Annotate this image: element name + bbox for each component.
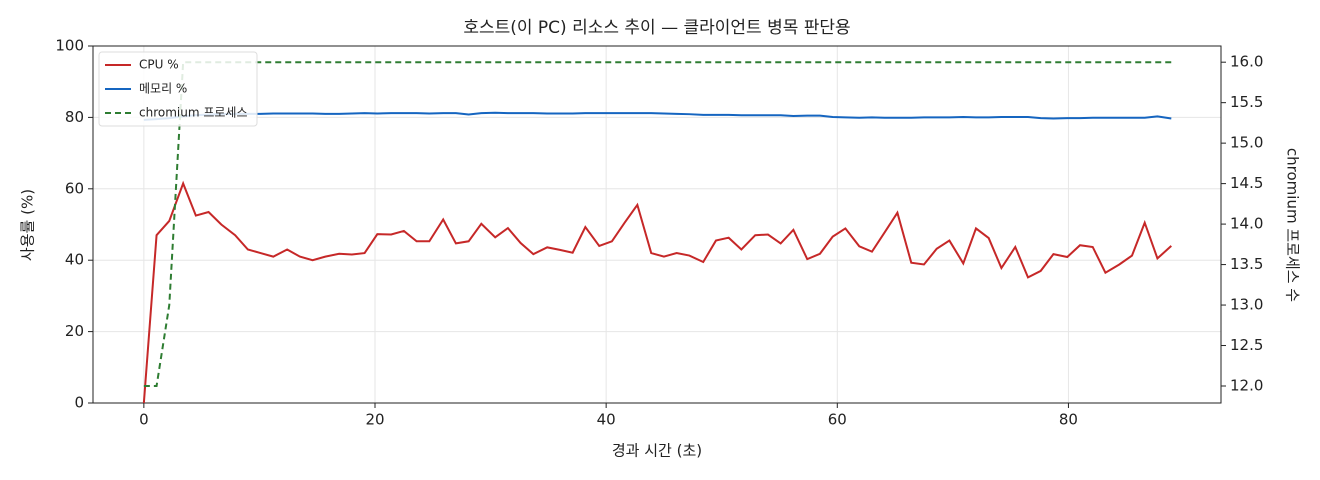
y2-tick-label: 14.5 [1230, 174, 1263, 192]
legend-label: 메모리 % [139, 82, 187, 96]
y-tick-label: 60 [65, 179, 84, 197]
y-axis-label: 사용률 (%) [19, 189, 37, 261]
plot-frame [92, 45, 1222, 404]
series-line [143, 111, 1172, 121]
x-tick-label: 60 [828, 411, 847, 429]
y-tick-label: 20 [65, 322, 84, 340]
y-tick-label: 40 [65, 251, 84, 269]
series-line [142, 180, 1172, 404]
legend-box [98, 51, 258, 127]
y2-tick-label: 13.0 [1230, 296, 1263, 314]
legend-label: CPU % [139, 58, 179, 72]
y2-tick-label: 12.0 [1230, 377, 1263, 395]
y-tick-label: 100 [55, 37, 84, 55]
y-tick-label: 80 [65, 108, 84, 126]
series-line [143, 61, 1172, 387]
x-axis-label: 경과 시간 (초) [612, 442, 702, 460]
y2-tick-label: 12.5 [1230, 336, 1263, 354]
y-tick-label: 0 [74, 394, 84, 412]
y2-tick-label: 15.5 [1230, 93, 1263, 111]
chart-title: 호스트(이 PC) 리소스 추이 — 클라이언트 병목 판단용 [463, 18, 850, 38]
x-tick-label: 40 [597, 411, 616, 429]
x-tick-label: 0 [139, 411, 149, 429]
x-tick-label: 20 [365, 411, 384, 429]
y2-tick-label: 16.0 [1230, 53, 1263, 71]
y2-tick-label: 14.0 [1230, 215, 1263, 233]
y2-tick-label: 15.0 [1230, 134, 1263, 152]
y2-axis-label: chromium 프로세스 수 [1284, 148, 1302, 302]
x-tick-label: 80 [1059, 411, 1078, 429]
legend-label: chromium 프로세스 [139, 106, 248, 120]
y2-tick-label: 13.5 [1230, 255, 1263, 273]
